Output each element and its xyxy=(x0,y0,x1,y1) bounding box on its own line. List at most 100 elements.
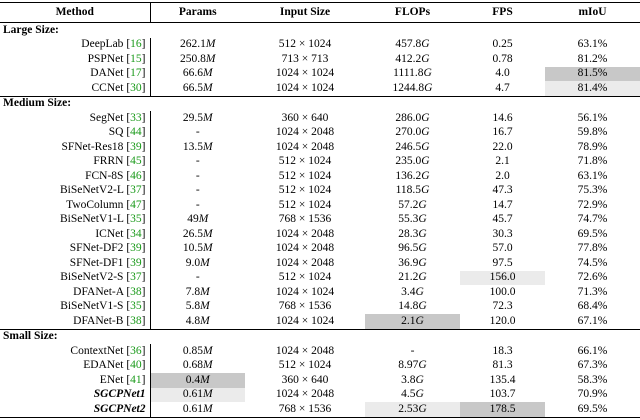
method-name: DFANet-B xyxy=(73,314,124,327)
method-name: DFANet-A xyxy=(73,285,124,298)
citation-link[interactable]: 45 xyxy=(130,155,142,168)
method-name: ENet xyxy=(99,373,124,386)
params-cell: 0.61M xyxy=(150,387,245,402)
input-size-cell: 512 × 1024 xyxy=(278,155,332,168)
params-cell: - xyxy=(150,155,245,170)
group-header-row: Small Size: xyxy=(0,328,640,344)
citation-link[interactable]: 17 xyxy=(130,67,142,80)
header-flops: FLOPs xyxy=(365,2,460,23)
flops-value: 136.2 xyxy=(395,169,422,182)
flops-cell: 235.0G xyxy=(365,155,460,170)
table-row: ContextNet [36] 0.85M 1024 × 2048-18.3 66.1… xyxy=(0,344,640,359)
input-size-cell: 1024 × 2048 xyxy=(275,140,335,153)
flops-value: 2.53 xyxy=(398,402,419,415)
citation-link[interactable]: 36 xyxy=(130,344,142,357)
flops-unit: G xyxy=(415,388,424,401)
method-name: DeepLab xyxy=(81,38,124,51)
citation-link[interactable]: 37 xyxy=(130,271,142,284)
params-cell: 9.0M xyxy=(150,256,245,271)
citation-link[interactable]: 44 xyxy=(130,126,142,139)
input-size-cell: 1024 × 2048 xyxy=(275,256,335,269)
miou-cell: 70.9% xyxy=(577,388,608,401)
citation-link[interactable]: 39 xyxy=(130,256,142,269)
method-cell: SFNet-DF2 [39] xyxy=(0,241,151,256)
citation-link[interactable]: 34 xyxy=(130,227,142,240)
citation-link[interactable]: 15 xyxy=(130,52,142,65)
method-cell: TwoColumn [47] xyxy=(0,198,151,213)
params-unit: M xyxy=(203,388,213,401)
table-row: DeepLab [16] 262.1M 512 × 1024 457.8G 0.25 63… xyxy=(0,37,640,52)
citation-link[interactable]: 38 xyxy=(130,285,142,298)
citation-link[interactable]: 35 xyxy=(130,300,142,313)
flops-cell: 4.5G xyxy=(365,388,460,403)
fps-cell: 100.0 xyxy=(489,285,516,298)
table-row: ENet [41] 0.4M 360 × 640 3.8G 135.4 58.3% xyxy=(0,373,640,388)
citation-link[interactable]: 41 xyxy=(130,373,142,386)
citation-link[interactable]: 38 xyxy=(130,314,142,327)
table-row: ICNet [34] 26.5M 1024 × 2048 28.3G 30.3 69.5% xyxy=(0,227,640,242)
citation-link[interactable]: 16 xyxy=(130,38,142,51)
method-cell: BiSeNetV1-S [35] xyxy=(0,299,151,314)
citation-link[interactable]: 37 xyxy=(130,184,142,197)
table-row: DFANet-A [38] 7.8M 1024 × 1024 3.4G 100.0 71.… xyxy=(0,285,640,300)
group-header-row: Large Size: xyxy=(0,23,640,38)
method-cell: ICNet [34] xyxy=(0,227,151,242)
method-name: CCNet xyxy=(91,81,124,94)
flops-value: 3.4 xyxy=(401,285,416,298)
fps-cell: 178.5 xyxy=(460,402,545,418)
input-size-cell: 512 × 1024 xyxy=(278,198,332,211)
input-size-cell: 512 × 1024 xyxy=(278,38,332,51)
params-value: 4.8 xyxy=(185,314,201,327)
citation-link[interactable]: 30 xyxy=(130,81,142,94)
input-size-cell: 1024 × 1024 xyxy=(275,285,335,298)
flops-value: 3.8 xyxy=(401,373,416,386)
miou-cell: 81.4% xyxy=(545,81,640,96)
citation-link[interactable]: 33 xyxy=(130,111,142,124)
params-value: 0.85 xyxy=(182,344,204,357)
params-cell: 0.4M xyxy=(150,373,245,388)
flops-unit: G xyxy=(423,67,432,80)
table-row: SGCPNet1 0.61M 1024 × 2048 4.5G 103.7 70.9% xyxy=(0,387,640,403)
citation-link[interactable]: 35 xyxy=(130,213,142,226)
fps-cell: 16.7 xyxy=(492,126,513,139)
params-unit: M xyxy=(200,373,210,386)
flops-value: 270.0 xyxy=(395,126,422,139)
flops-unit: G xyxy=(424,81,433,94)
flops-cell: 96.5G xyxy=(365,242,460,257)
header-fps: FPS xyxy=(460,2,545,23)
method-cell: BiSeNetV2-L [37] xyxy=(0,183,151,198)
flops-value: 14.8 xyxy=(398,300,419,313)
params-cell: 7.8M xyxy=(150,285,245,300)
flops-cell: 1111.8G xyxy=(365,67,460,82)
flops-unit: G xyxy=(421,38,430,51)
method-name: SFNet-DF1 xyxy=(69,256,124,269)
flops-cell: - xyxy=(365,344,460,359)
miou-cell: 74.5% xyxy=(577,256,608,269)
input-size-cell: 713 × 713 xyxy=(281,52,329,65)
miou-cell: 63.1% xyxy=(577,38,608,51)
citation-link[interactable]: 47 xyxy=(130,198,142,211)
method-name: PSPNet xyxy=(87,52,124,65)
table-row: BiSeNetV1-L [35] 49M 768 × 1536 55.3G 45.7 74… xyxy=(0,212,640,227)
citation-link[interactable]: 40 xyxy=(130,359,142,372)
fps-cell: 81.3 xyxy=(492,359,513,372)
params-value: 10.5 xyxy=(182,242,204,255)
fps-cell: 45.7 xyxy=(492,213,513,226)
table-row: SQ [44] - 1024 × 2048 270.0G 16.7 59.8% xyxy=(0,125,640,140)
input-size-cell: 1024 × 2048 xyxy=(275,242,335,255)
flops-value: 286.0 xyxy=(395,111,422,124)
params-value: 49 xyxy=(187,213,199,226)
flops-cell: 21.2G xyxy=(365,271,460,286)
table-row: FRRN [45] - 512 × 1024 235.0G 2.1 71.8% xyxy=(0,154,640,170)
citation-link[interactable]: 39 xyxy=(130,242,142,255)
citation-link[interactable]: 46 xyxy=(130,169,142,182)
miou-cell: 77.8% xyxy=(577,242,608,255)
flops-unit: G xyxy=(418,227,427,240)
miou-cell: 66.1% xyxy=(577,344,608,357)
fps-cell: 14.7 xyxy=(492,198,513,211)
table-row: BiSeNetV1-S [35] 5.8M 768 × 1536 14.8G 72.3 6… xyxy=(0,299,640,314)
params-unit: M xyxy=(200,256,210,269)
method-cell: SFNet-Res18 [39] xyxy=(0,140,151,155)
citation-link[interactable]: 39 xyxy=(130,140,142,153)
